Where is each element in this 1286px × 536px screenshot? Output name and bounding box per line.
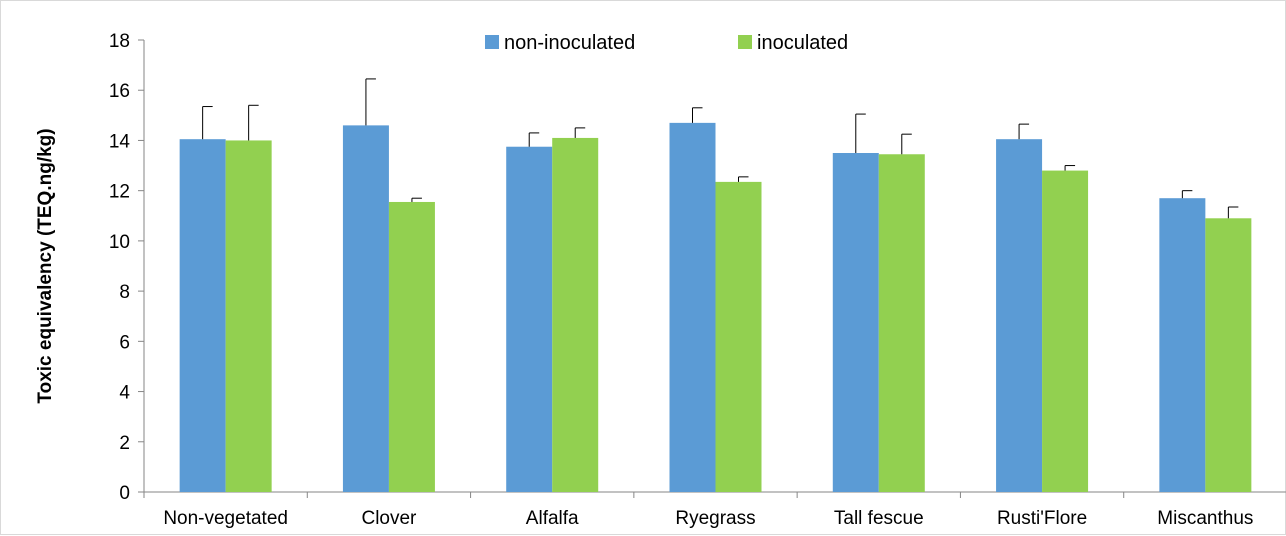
y-axis-title: Toxic equivalency (TEQ.ng/kg) bbox=[35, 128, 56, 403]
x-tick-label: Miscanthus bbox=[1157, 508, 1253, 529]
bar-non-inoculated bbox=[996, 139, 1043, 492]
x-tick-label: Non-vegetated bbox=[163, 508, 288, 529]
x-tick-label: Rusti'Flore bbox=[997, 508, 1087, 529]
legend: non-inoculated inoculated bbox=[485, 32, 848, 54]
bar-non-inoculated bbox=[342, 125, 389, 492]
bar-inoculated bbox=[878, 154, 925, 492]
y-tick-label: 16 bbox=[109, 81, 130, 102]
bar-inoculated bbox=[388, 201, 435, 492]
x-tick-label: Ryegrass bbox=[675, 508, 755, 529]
y-tick-label: 12 bbox=[109, 182, 130, 203]
y-tick-label: 14 bbox=[109, 131, 131, 152]
bar-non-inoculated bbox=[832, 153, 879, 492]
y-tick-label: 10 bbox=[109, 232, 130, 253]
bar-inoculated bbox=[715, 181, 762, 492]
legend-label: inoculated bbox=[757, 32, 848, 54]
bars bbox=[179, 78, 1252, 493]
bar-inoculated bbox=[1205, 218, 1252, 493]
y-tick-label: 8 bbox=[119, 282, 130, 303]
bar-inoculated bbox=[225, 140, 272, 492]
x-tick-label: Tall fescue bbox=[834, 508, 924, 529]
y-tick-label: 4 bbox=[119, 383, 130, 404]
x-tick-label: Clover bbox=[361, 508, 417, 529]
bar-non-inoculated bbox=[506, 146, 553, 492]
y-tick-label: 0 bbox=[119, 483, 130, 504]
x-axis: Non-vegetated Clover Alfalfa Ryegrass Tall f… bbox=[143, 491, 1286, 529]
legend-swatch-non-inoculated bbox=[485, 35, 499, 49]
bar-inoculated bbox=[552, 137, 599, 492]
y-axis: 0 2 4 6 8 10 12 14 16 18 bbox=[109, 31, 145, 504]
legend-label: non-inoculated bbox=[504, 32, 635, 54]
legend-swatch-inoculated bbox=[738, 35, 752, 49]
x-tick-label: Alfalfa bbox=[526, 508, 579, 529]
bar-inoculated bbox=[1042, 170, 1089, 493]
bar-non-inoculated bbox=[669, 122, 716, 492]
bar-non-inoculated bbox=[179, 139, 226, 492]
bar-non-inoculated bbox=[1159, 198, 1206, 492]
y-tick-label: 6 bbox=[119, 332, 130, 353]
y-tick-label: 18 bbox=[109, 31, 130, 52]
y-tick-label: 2 bbox=[119, 433, 130, 454]
